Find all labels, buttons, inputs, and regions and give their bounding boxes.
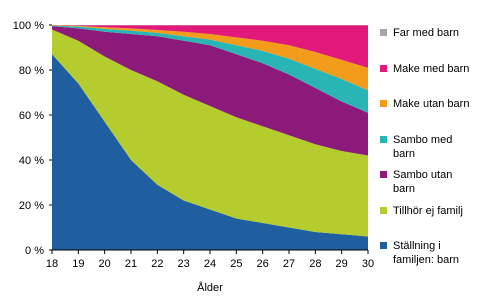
area [52, 25, 368, 68]
x-tick-label: 29 [336, 258, 348, 270]
x-tick-label: 26 [257, 258, 269, 270]
legend-swatch [380, 206, 387, 214]
legend-label: Make utan barn [393, 98, 470, 110]
legend-item: Sambo utan barn [380, 168, 485, 196]
x-tick-label: 27 [283, 258, 295, 270]
y-tick-label: 40 % [19, 155, 44, 167]
legend-swatch [380, 171, 387, 178]
legend-item: Make med barn [380, 62, 485, 76]
legend-swatch [380, 29, 387, 36]
legend-label: Far med barn [393, 27, 460, 39]
legend-item: Tillhör ej familj [380, 204, 485, 218]
x-tick-label: 19 [72, 258, 84, 270]
x-tick-label: 24 [204, 258, 216, 270]
x-tick-label: 30 [362, 258, 374, 270]
legend-swatch [380, 135, 387, 143]
legend-item: Sambo med barn [380, 133, 485, 161]
legend-label: Sambo med barn [393, 133, 453, 160]
x-tick-label: 28 [309, 258, 321, 270]
legend-label: Ställning i familjen: barn [393, 240, 460, 266]
x-axis-label: Ålder [197, 281, 223, 294]
x-tick-label: 18 [46, 258, 58, 270]
y-tick-label: 80 % [19, 65, 44, 77]
x-tick-label: 20 [99, 258, 111, 270]
legend-swatch [380, 100, 387, 107]
legend-label: Tillhör ej familj [393, 204, 463, 217]
legend-item: Ställning i familjen: barn [380, 239, 485, 267]
y-tick-label: 0 % [25, 245, 44, 257]
legend-item: Make utan barn [380, 97, 485, 111]
area [52, 54, 368, 250]
x-tick-label: 25 [230, 258, 242, 270]
y-tick-label: 100 % [13, 20, 44, 32]
legend-label: Make med barn [393, 62, 470, 75]
x-tick-label: 23 [178, 258, 190, 270]
legend-swatch [380, 242, 387, 249]
area [52, 26, 368, 156]
legend-label: Sambo utan barn [393, 169, 453, 195]
area [52, 29, 368, 237]
area [52, 25, 368, 91]
x-tick-label: 21 [125, 258, 137, 270]
y-tick-label: 60 % [19, 110, 44, 122]
y-tick-label: 20 % [19, 200, 44, 212]
legend-item: Far med barn [380, 26, 485, 40]
area [52, 25, 368, 113]
x-tick-label: 22 [151, 258, 163, 270]
legend-swatch [380, 64, 387, 72]
